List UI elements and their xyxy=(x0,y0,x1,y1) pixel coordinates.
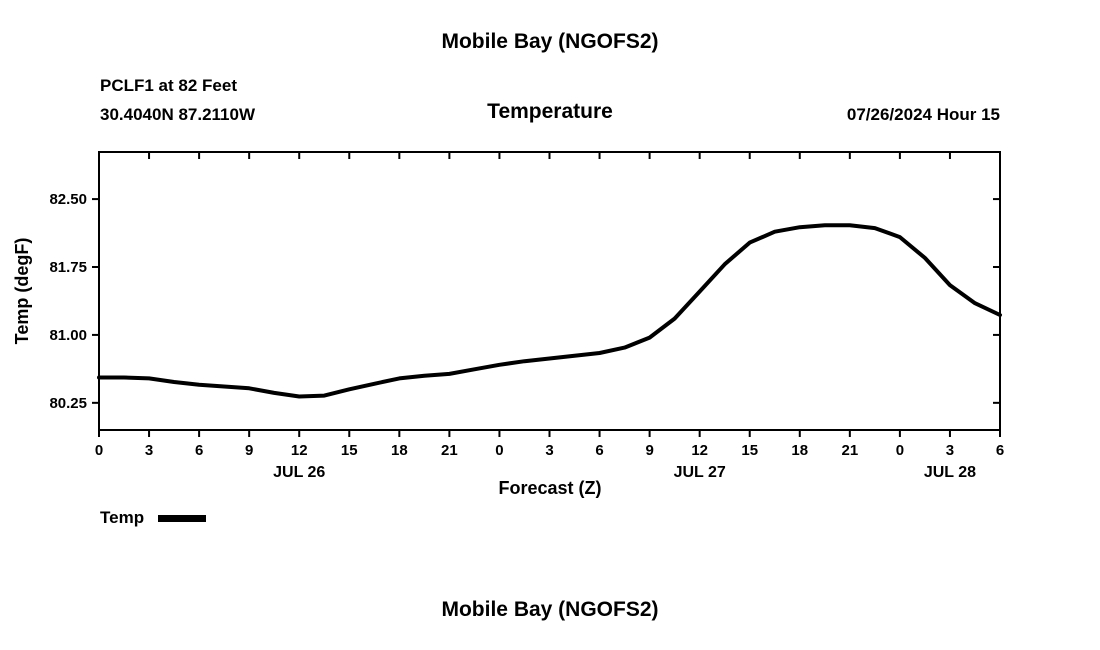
x-tick-label: 21 xyxy=(441,442,458,459)
station-coordinates: 30.4040N 87.2110W xyxy=(100,105,256,124)
y-tick-label: 81.00 xyxy=(49,327,87,344)
station-name: PCLF1 at 82 Feet xyxy=(100,76,237,95)
panel-title: Temperature xyxy=(487,100,613,123)
x-tick-label: 18 xyxy=(391,442,408,459)
y-tick-label: 80.25 xyxy=(49,395,87,412)
x-tick-label: 3 xyxy=(145,442,153,459)
y-tick-label: 82.50 xyxy=(49,191,87,208)
x-tick-label: 6 xyxy=(195,442,203,459)
x-tick-label: 15 xyxy=(741,442,758,459)
x-tick-label: 18 xyxy=(791,442,808,459)
y-axis-label: Temp (degF) xyxy=(12,238,32,345)
y-tick-label: 81.75 xyxy=(49,259,87,276)
x-tick-label: 15 xyxy=(341,442,358,459)
chart-title: Mobile Bay (NGOFS2) xyxy=(441,30,659,53)
x-tick-label: 0 xyxy=(896,442,904,459)
date-label: JUL 26 xyxy=(273,464,325,481)
date-label: JUL 28 xyxy=(924,464,976,481)
legend-label: Temp xyxy=(100,508,145,527)
x-tick-label: 3 xyxy=(545,442,553,459)
x-tick-label: 0 xyxy=(95,442,103,459)
x-tick-label: 12 xyxy=(691,442,708,459)
legend: Temp xyxy=(100,508,207,528)
temperature-plot: 0 3 6 9 12 15 18 21 0 3 6 9 12 15 18 21 0 3 6 80.25 81.00 81.… xyxy=(12,151,1004,481)
x-tick-label: 6 xyxy=(996,442,1004,459)
temp-line xyxy=(97,223,1002,399)
x-axis-label: Forecast (Z) xyxy=(498,478,602,498)
x-tick-label: 12 xyxy=(291,442,308,459)
date-label: JUL 27 xyxy=(674,464,726,481)
forecast-run-label: 07/26/2024 Hour 15 xyxy=(846,105,1000,124)
x-tick-label: 9 xyxy=(645,442,653,459)
x-tick-label: 6 xyxy=(595,442,603,459)
x-tick-label: 3 xyxy=(946,442,954,459)
x-tick-label: 0 xyxy=(495,442,503,459)
second-chart-title: Mobile Bay (NGOFS2) xyxy=(441,598,659,621)
x-tick-label: 21 xyxy=(841,442,858,459)
x-tick-label: 9 xyxy=(245,442,253,459)
legend-line-swatch xyxy=(158,514,207,522)
